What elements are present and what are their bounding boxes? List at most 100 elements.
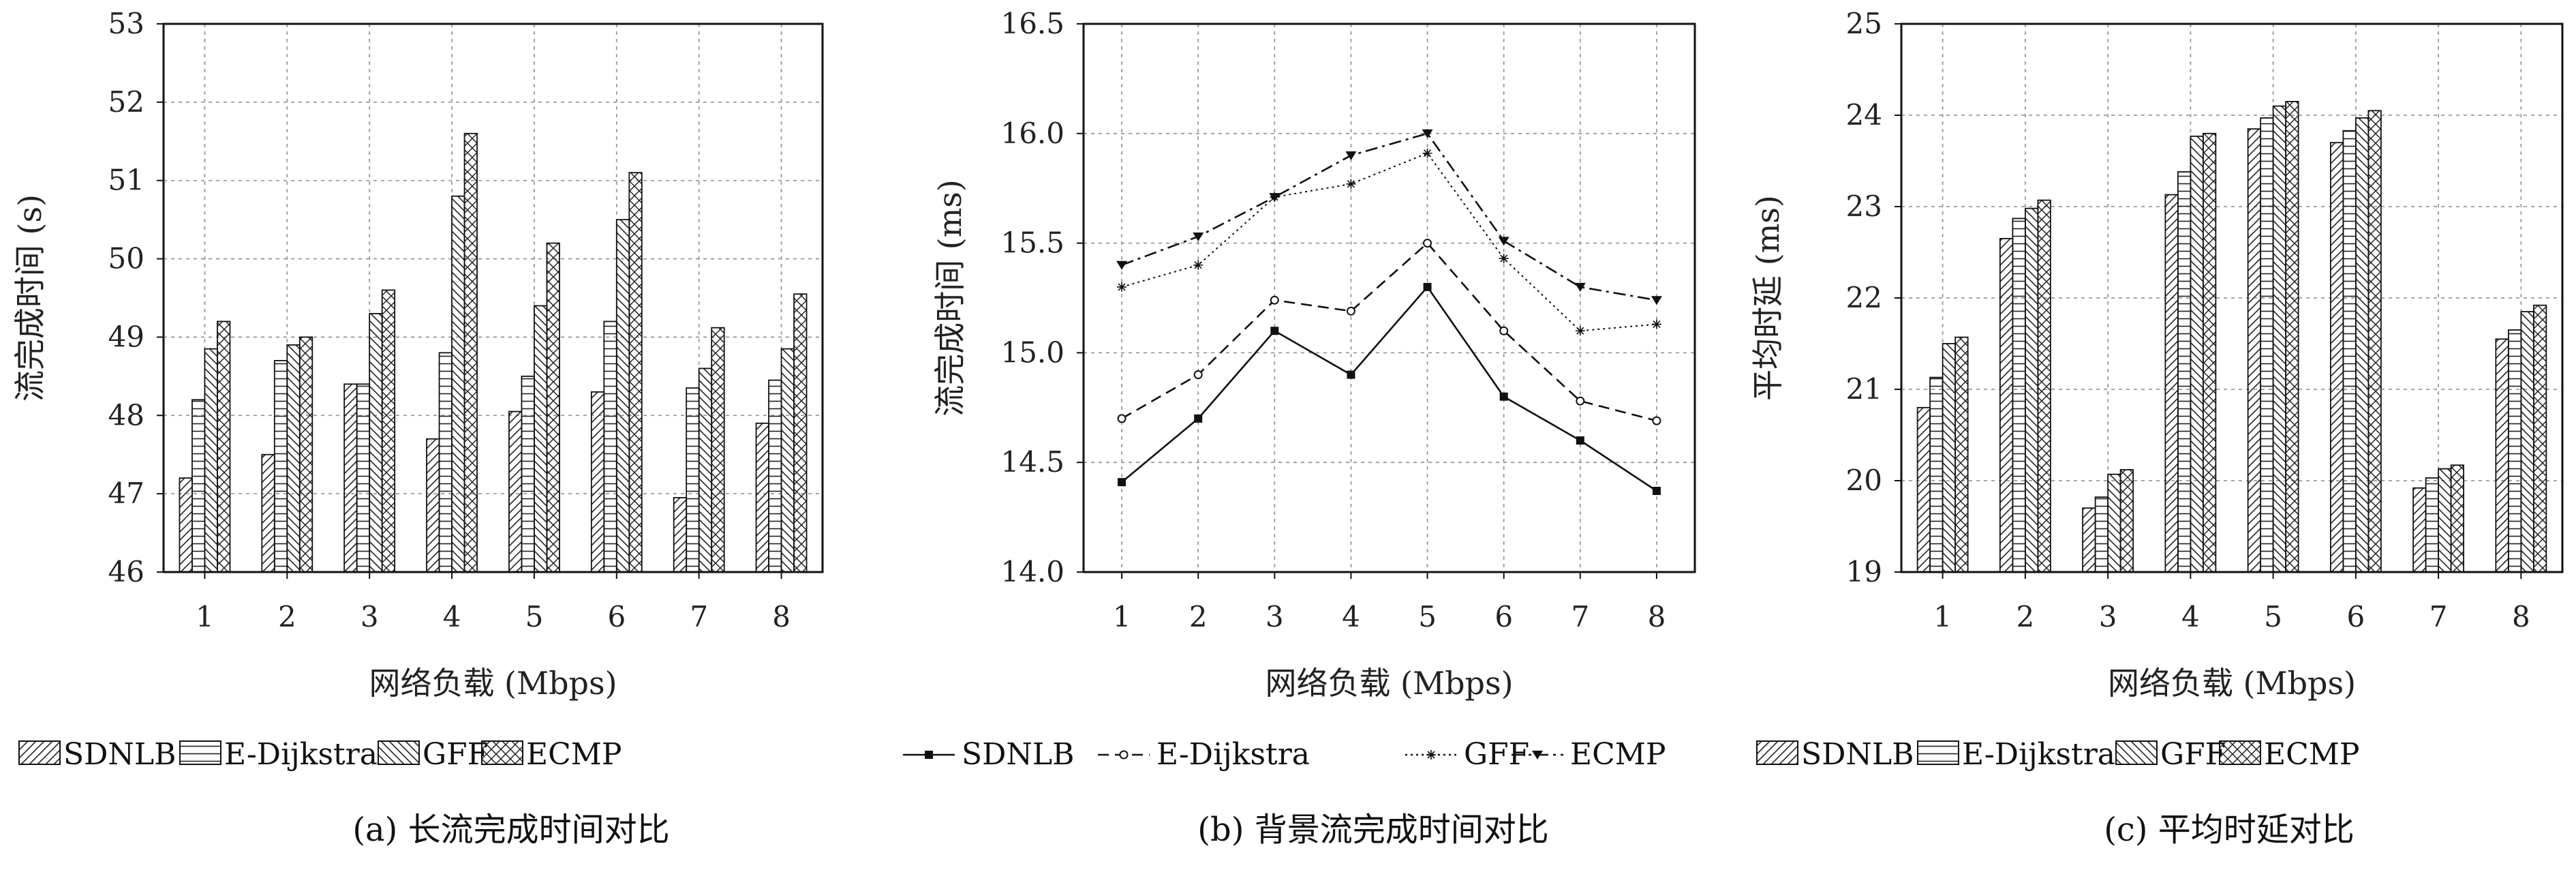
bar-gff-8 (780, 348, 795, 573)
bar-ecmp-3 (2119, 469, 2134, 573)
y-tick-label: 47 (108, 477, 144, 510)
legend: SDNLB E-Dijkstra GFF ECMP (1756, 737, 2359, 772)
y-tick-label: 48 (108, 398, 144, 432)
y-tick-label: 14.5 (1000, 445, 1064, 479)
y-tick-label: 24 (1846, 98, 1882, 132)
y-tick-label: 19 (1846, 555, 1882, 588)
bar-ecmp-7 (2450, 464, 2465, 573)
point-sdnlb-5 (1423, 282, 1432, 291)
legend-marker (925, 751, 933, 759)
legend-marker (1426, 750, 1436, 760)
legend-swatch-e-dijkstra (179, 740, 221, 765)
point-ecmp-5 (1422, 129, 1433, 138)
bar-gff-6 (615, 219, 630, 573)
point-gff-6 (1499, 254, 1509, 264)
bar-sdnlb-6 (590, 391, 605, 573)
x-tick-label: 7 (2429, 600, 2448, 633)
point-ecmp-3 (1269, 193, 1281, 202)
chart-panel-1: 46 47 48 49 50 51 52 53 1 2 3 4 5 6 7 8 网络负载 (Mbps) 流完成时间… (12, 7, 824, 849)
line-gff (1121, 152, 1657, 332)
bar-sdnlb-2 (261, 453, 275, 573)
point-e-dijkstra-5 (1423, 239, 1432, 248)
y-tick-label: 21 (1846, 372, 1882, 406)
bar-sdnlb-4 (426, 438, 440, 573)
line-ecmp (1121, 132, 1657, 301)
point-sdnlb-4 (1347, 370, 1355, 379)
bar-e-dijkstra-4 (2177, 171, 2192, 573)
bar-gff-3 (369, 313, 383, 573)
bar-ecmp-3 (381, 289, 396, 573)
bar-sdnlb-3 (2082, 507, 2096, 573)
bar-gff-2 (286, 344, 301, 573)
bar-e-dijkstra-5 (2260, 117, 2274, 573)
bar-ecmp-2 (2037, 199, 2051, 573)
bar-e-dijkstra-3 (356, 383, 371, 573)
y-tick-label: 50 (108, 242, 144, 275)
line-e-dijkstra (1121, 241, 1657, 422)
point-gff-4 (1346, 179, 1356, 189)
bar-e-dijkstra-6 (603, 320, 617, 573)
point-gff-5 (1422, 148, 1432, 158)
bar-gff-5 (534, 305, 548, 573)
plot-frame (162, 22, 824, 573)
bar-ecmp-2 (298, 336, 313, 573)
legend-swatch-sdnlb (1756, 740, 1798, 765)
chart-panel-2: 14.0 14.5 15.0 15.5 16.0 16.5 1 2 3 4 5 6 7 8 网络负载 (Mb… (903, 7, 1696, 849)
bar-e-dijkstra-2 (2012, 217, 2026, 573)
y-tick-label: 14.0 (1000, 555, 1064, 588)
point-sdnlb-3 (1270, 327, 1279, 335)
x-tick-label: 2 (2017, 600, 2035, 633)
bar-ecmp-8 (793, 293, 808, 573)
x-tick-label: 5 (525, 600, 544, 633)
y-tick-label: 49 (108, 320, 144, 353)
y-tick-label: 16.0 (1000, 117, 1064, 150)
legend-swatch-ecmp (2219, 740, 2261, 765)
legend-label: SDNLB (63, 737, 176, 772)
point-e-dijkstra-2 (1193, 370, 1203, 380)
x-tick-label: 8 (772, 600, 791, 633)
bar-sdnlb-5 (508, 410, 523, 573)
y-tick-label: 15.5 (1000, 226, 1064, 260)
y-tick-label: 22 (1846, 281, 1882, 314)
point-ecmp-1 (1116, 260, 1128, 270)
bar-sdnlb-8 (755, 422, 769, 573)
bar-e-dijkstra-7 (686, 387, 700, 573)
bar-ecmp-1 (1954, 336, 1969, 573)
bar-gff-1 (1942, 343, 1957, 573)
x-tick-label: 6 (1494, 600, 1513, 633)
bar-gff-5 (2272, 105, 2287, 573)
figure-caption: (a) 长流完成时间对比 (352, 811, 669, 849)
legend: SDNLB E-Dijkstra GFF ECMP (18, 737, 622, 772)
y-tick-label: 15.0 (1000, 335, 1064, 369)
bar-e-dijkstra-8 (2507, 329, 2522, 573)
y-tick-label: 25 (1846, 7, 1882, 40)
point-sdnlb-6 (1499, 392, 1508, 401)
bar-e-dijkstra-7 (2425, 477, 2440, 573)
point-gff-2 (1193, 260, 1203, 270)
y-tick-label: 53 (108, 7, 144, 40)
legend-label: ECMP (2264, 737, 2359, 772)
bar-sdnlb-6 (2329, 142, 2344, 573)
point-ecmp-6 (1498, 237, 1509, 246)
bar-sdnlb-3 (343, 383, 358, 573)
figure-caption: (b) 背景流完成时间对比 (1197, 811, 1548, 849)
point-gff-7 (1575, 326, 1585, 336)
bar-e-dijkstra-5 (521, 375, 535, 573)
point-e-dijkstra-6 (1499, 326, 1509, 335)
point-e-dijkstra-1 (1117, 414, 1126, 423)
point-gff-8 (1651, 319, 1661, 329)
legend-label: SDNLB (962, 737, 1074, 772)
x-tick-label: 4 (443, 600, 461, 633)
x-tick-label: 7 (690, 600, 708, 633)
legend-label: SDNLB (1801, 737, 1914, 772)
legend-label: E-Dijkstra (224, 737, 378, 772)
legend-label: GFF (2160, 737, 2226, 772)
bar-ecmp-1 (217, 320, 231, 573)
x-tick-label: 8 (1648, 600, 1666, 633)
bar-gff-2 (2024, 207, 2039, 573)
bar-gff-3 (2107, 473, 2121, 573)
x-tick-label: 4 (2181, 600, 2200, 633)
y-tick-label: 16.5 (1000, 7, 1064, 40)
x-tick-label: 1 (1933, 600, 1952, 633)
